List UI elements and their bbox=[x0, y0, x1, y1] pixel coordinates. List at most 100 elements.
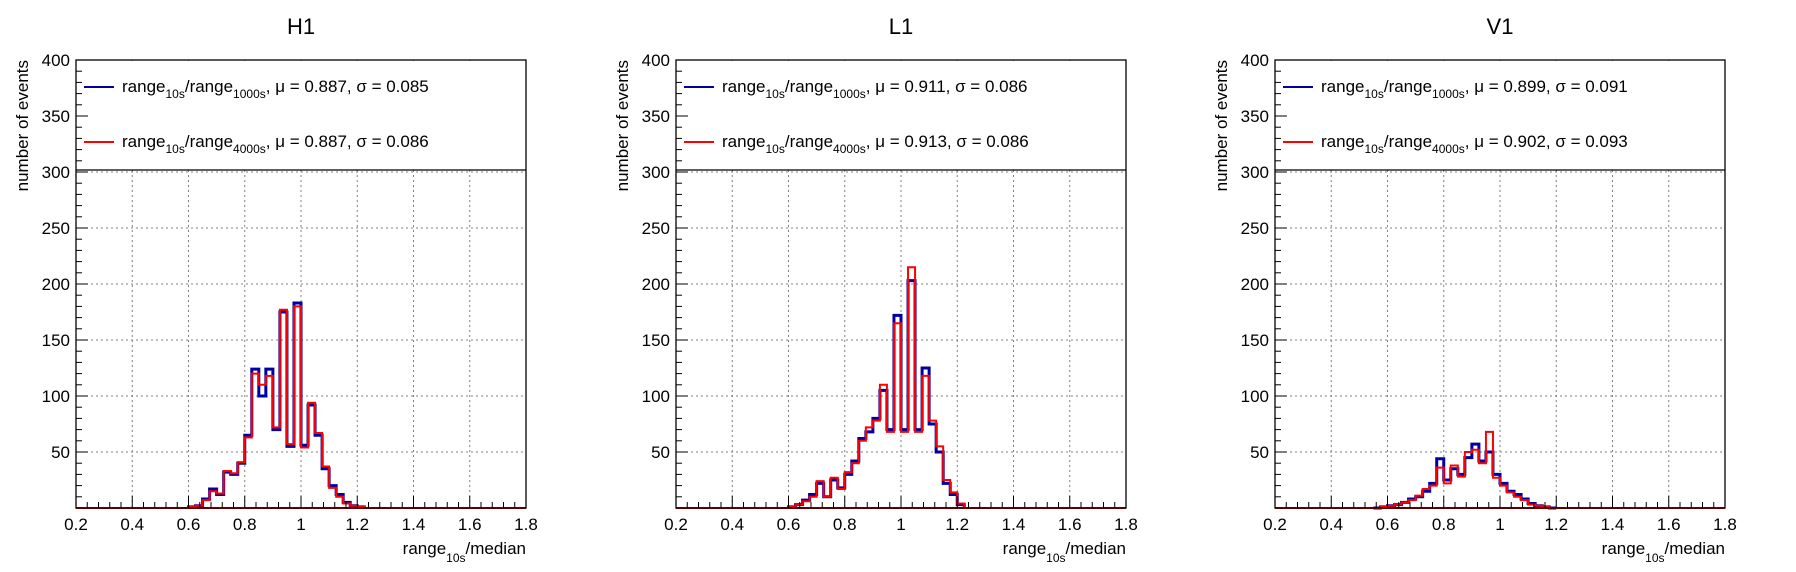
y-tick-label: 100 bbox=[642, 387, 670, 406]
x-tick-label: 0.8 bbox=[1432, 515, 1456, 534]
legend-subscript: 10s bbox=[165, 142, 184, 156]
legend-entry: range10s/range1000s, μ = 0.911, σ = 0.08… bbox=[722, 77, 1028, 101]
x-tick-label: 1.8 bbox=[1713, 515, 1737, 534]
y-axis-title: number of events bbox=[13, 60, 32, 191]
x-axis-title-subscript: 10s bbox=[1645, 551, 1664, 565]
legend-text-part: /range bbox=[1384, 77, 1432, 96]
panel-title: L1 bbox=[889, 14, 913, 39]
legend-subscript: 10s bbox=[1364, 87, 1383, 101]
y-axis-title: number of events bbox=[613, 60, 632, 191]
legend-text-part: range bbox=[122, 132, 165, 151]
y-tick-label: 100 bbox=[1241, 387, 1269, 406]
x-tick-label: 1.4 bbox=[1601, 515, 1625, 534]
legend-box bbox=[677, 61, 1125, 170]
x-axis-title: range10s/median bbox=[1003, 539, 1126, 565]
y-tick-label: 350 bbox=[642, 107, 670, 126]
legend-text-part: /range bbox=[1384, 132, 1432, 151]
legend-text-part: range bbox=[1321, 77, 1364, 96]
y-tick-label: 250 bbox=[642, 219, 670, 238]
y-tick-label: 200 bbox=[1241, 275, 1269, 294]
legend-text-part: /range bbox=[785, 132, 833, 151]
x-axis-title: range10s/median bbox=[1602, 539, 1725, 565]
legend-subscript: 10s bbox=[765, 142, 784, 156]
x-tick-label: 1.2 bbox=[345, 515, 369, 534]
x-tick-label: 0.2 bbox=[664, 515, 688, 534]
panel-title: V1 bbox=[1487, 14, 1514, 39]
legend-entry: range10s/range1000s, μ = 0.899, σ = 0.09… bbox=[1321, 77, 1628, 101]
legend-subscript: 1000s bbox=[1432, 87, 1465, 101]
x-tick-label: 1.8 bbox=[1114, 515, 1138, 534]
x-tick-label: 1 bbox=[1495, 515, 1504, 534]
legend-subscript: 1000s bbox=[833, 87, 866, 101]
legend-subscript: 10s bbox=[765, 87, 784, 101]
x-tick-label: 0.8 bbox=[833, 515, 857, 534]
histogram-series-1 bbox=[187, 301, 366, 509]
y-tick-label: 150 bbox=[1241, 331, 1269, 350]
x-tick-label: 0.6 bbox=[177, 515, 201, 534]
legend-text-part: /range bbox=[185, 132, 233, 151]
x-axis-title-subscript: 10s bbox=[446, 551, 465, 565]
legend-subscript: 10s bbox=[165, 87, 184, 101]
legend-text-part: range bbox=[722, 132, 765, 151]
x-tick-label: 1.2 bbox=[1544, 515, 1568, 534]
y-tick-label: 400 bbox=[42, 51, 70, 70]
legend-text-part: , μ = 0.887, σ = 0.085 bbox=[266, 77, 429, 96]
x-axis-title-part: /median bbox=[1665, 539, 1725, 558]
x-tick-label: 1.4 bbox=[402, 515, 426, 534]
y-axis-title: number of events bbox=[1212, 60, 1231, 191]
x-tick-label: 0.4 bbox=[720, 515, 744, 534]
x-tick-label: 1.6 bbox=[458, 515, 482, 534]
y-tick-label: 300 bbox=[1241, 163, 1269, 182]
y-tick-label: 150 bbox=[42, 331, 70, 350]
legend-entry: range10s/range1000s, μ = 0.887, σ = 0.08… bbox=[122, 77, 429, 101]
y-tick-label: 250 bbox=[1241, 219, 1269, 238]
y-tick-label: 400 bbox=[1241, 51, 1269, 70]
legend-text-part: range bbox=[122, 77, 165, 96]
histogram-series-2 bbox=[787, 266, 966, 508]
y-tick-label: 300 bbox=[42, 163, 70, 182]
histogram-series-1 bbox=[787, 279, 966, 509]
legend-text-part: , μ = 0.887, σ = 0.086 bbox=[266, 132, 429, 151]
legend-entry: range10s/range4000s, μ = 0.887, σ = 0.08… bbox=[122, 132, 429, 156]
legend-box bbox=[1276, 61, 1724, 170]
x-tick-label: 1.2 bbox=[945, 515, 969, 534]
histogram-series-2 bbox=[187, 305, 366, 508]
y-tick-label: 50 bbox=[651, 443, 670, 462]
x-tick-label: 1.8 bbox=[514, 515, 538, 534]
y-tick-label: 300 bbox=[642, 163, 670, 182]
x-axis-title-part: range bbox=[403, 539, 446, 558]
legend-subscript: 4000s bbox=[233, 142, 266, 156]
y-tick-label: 150 bbox=[642, 331, 670, 350]
histogram-series-2 bbox=[1373, 430, 1557, 509]
panel-title: H1 bbox=[287, 14, 315, 39]
x-axis-title-part: /median bbox=[466, 539, 526, 558]
x-tick-label: 0.2 bbox=[1263, 515, 1287, 534]
x-axis-title-subscript: 10s bbox=[1046, 551, 1065, 565]
x-tick-label: 0.6 bbox=[777, 515, 801, 534]
x-axis-title-part: /median bbox=[1066, 539, 1126, 558]
histogram-panel-h1: H1 range10s/range1000s, μ = 0.887, σ = 0.… bbox=[13, 14, 538, 565]
legend-text-part: , μ = 0.902, σ = 0.093 bbox=[1465, 132, 1628, 151]
x-tick-label: 0.8 bbox=[233, 515, 257, 534]
y-tick-label: 400 bbox=[642, 51, 670, 70]
legend-text-part: range bbox=[1321, 132, 1364, 151]
legend-entry: range10s/range4000s, μ = 0.902, σ = 0.09… bbox=[1321, 132, 1628, 156]
legend-text-part: , μ = 0.911, σ = 0.086 bbox=[866, 77, 1028, 96]
x-tick-label: 0.6 bbox=[1376, 515, 1400, 534]
legend-text-part: /range bbox=[785, 77, 833, 96]
x-tick-label: 1 bbox=[896, 515, 905, 534]
x-tick-label: 1.6 bbox=[1058, 515, 1082, 534]
legend-text-part: , μ = 0.913, σ = 0.086 bbox=[866, 132, 1029, 151]
legend-subscript: 10s bbox=[1364, 142, 1383, 156]
legend-text-part: /range bbox=[185, 77, 233, 96]
x-tick-label: 0.4 bbox=[1319, 515, 1343, 534]
y-tick-label: 50 bbox=[1250, 443, 1269, 462]
legend-text-part: , μ = 0.899, σ = 0.091 bbox=[1465, 77, 1628, 96]
y-tick-label: 350 bbox=[1241, 107, 1269, 126]
y-tick-label: 200 bbox=[42, 275, 70, 294]
x-tick-label: 1 bbox=[296, 515, 305, 534]
legend-box bbox=[77, 61, 525, 170]
